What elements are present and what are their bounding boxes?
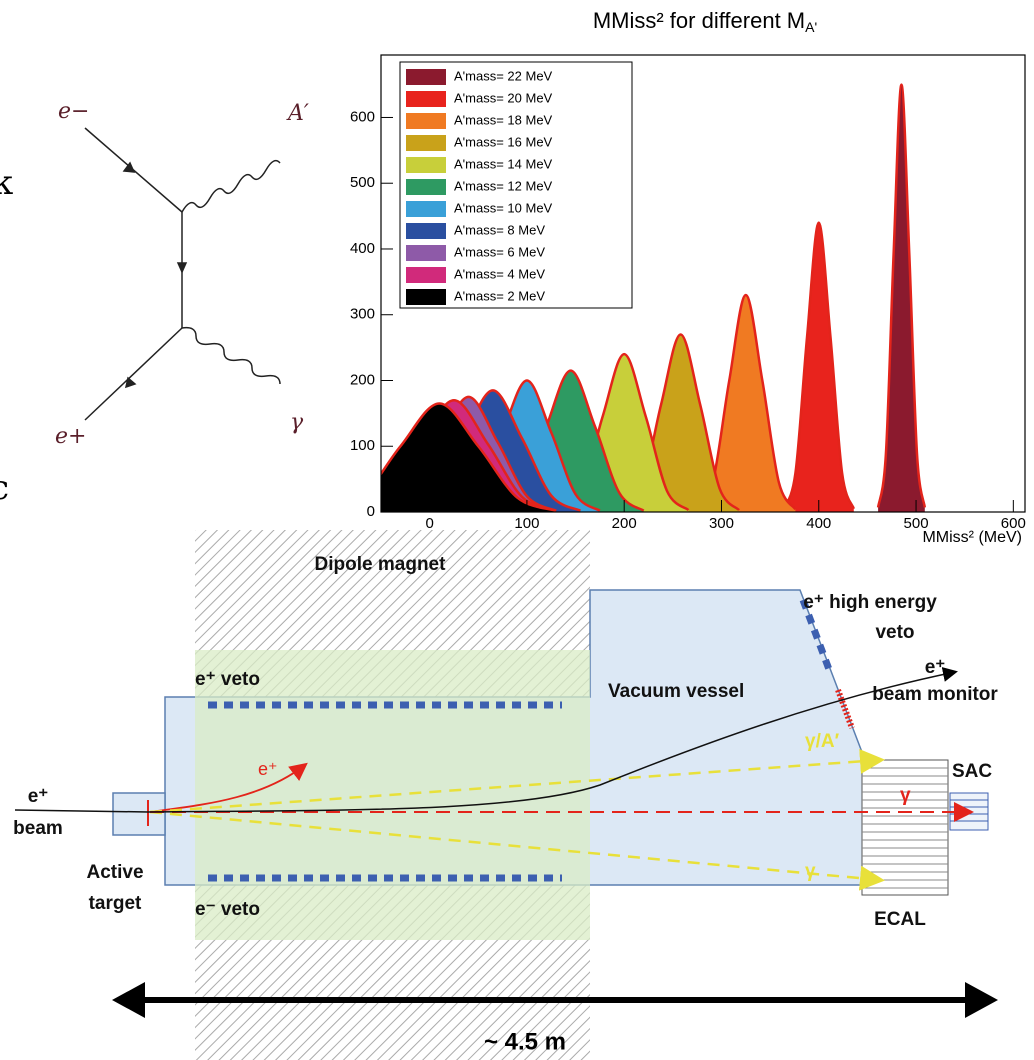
- feynman-label: e−: [58, 99, 89, 124]
- x-tick-label: 400: [806, 515, 831, 532]
- y-tick-label: 0: [367, 503, 375, 520]
- x-tick-label: 100: [514, 515, 539, 532]
- legend-swatch: [406, 91, 446, 107]
- x-tick-label: 300: [709, 515, 734, 532]
- legend-label: A'mass= 2 MeV: [454, 288, 545, 303]
- legend-swatch: [406, 245, 446, 261]
- legend-label: A'mass= 8 MeV: [454, 222, 545, 237]
- fit-curve: [381, 402, 557, 512]
- x-axis-label: MMiss² (MeV): [922, 529, 1022, 546]
- target-neck: [112, 792, 166, 836]
- legend-label: A'mass= 12 MeV: [454, 178, 553, 193]
- fit-curve: [782, 221, 855, 510]
- gamma-track: [149, 810, 885, 891]
- hev-veto: [799, 598, 834, 674]
- y-tick-label: 100: [350, 437, 375, 454]
- label: ECAL: [874, 909, 926, 930]
- label: γ: [900, 785, 911, 806]
- title-subscript: A': [805, 19, 817, 35]
- label: veto: [875, 622, 914, 643]
- label: SAC: [952, 761, 992, 782]
- plot-frame: [380, 54, 1026, 513]
- feynman-label: A′: [286, 101, 309, 126]
- label: beam monitor: [872, 684, 998, 705]
- scale-label: ~ 4.5 m: [484, 1028, 566, 1055]
- label: Vacuum vessel: [608, 681, 744, 702]
- label: beam: [13, 818, 63, 839]
- label: Active: [86, 862, 143, 883]
- beam-monitor: [835, 688, 855, 730]
- chart-title: MMiss² for different MA': [593, 8, 817, 35]
- legend-swatch: [406, 157, 446, 173]
- x-tick-label: 200: [612, 515, 637, 532]
- legend-swatch: [406, 135, 446, 151]
- label: e⁺ veto: [195, 669, 260, 690]
- title-text: MMiss² for different M: [593, 8, 805, 33]
- legend-label: A'mass= 6 MeV: [454, 244, 545, 259]
- label: e⁺: [925, 657, 946, 678]
- detector-diagram: Dipole magnet e⁺ high energy veto e⁺ vet…: [13, 530, 998, 1060]
- label: target: [89, 893, 142, 914]
- legend-label: A'mass= 14 MeV: [454, 156, 553, 171]
- y-tick-label: 500: [350, 174, 375, 191]
- label: e⁺: [28, 786, 49, 807]
- fit-curve: [876, 83, 927, 508]
- fragment: k: [0, 163, 13, 203]
- feynman-label: e+: [55, 424, 86, 449]
- legend-label: A'mass= 20 MeV: [454, 90, 553, 105]
- label: e⁺ high energy: [803, 592, 937, 613]
- area: [696, 295, 796, 512]
- legend-label: A'mass= 16 MeV: [454, 134, 553, 149]
- plot-area: [381, 83, 927, 512]
- x-tick-label: 500: [904, 515, 929, 532]
- legend-label: A'mass= 4 MeV: [454, 266, 545, 281]
- label: γ: [805, 861, 816, 882]
- feynman-diagram: [84, 127, 281, 421]
- fragment: c: [0, 468, 9, 508]
- x-tick-label: 0: [425, 515, 433, 532]
- y-tick-label: 200: [350, 371, 375, 388]
- feynman-label: γ: [290, 410, 304, 435]
- y-tick-label: 600: [350, 108, 375, 125]
- ecal: [861, 759, 949, 896]
- legend-label: A'mass= 22 MeV: [454, 68, 553, 83]
- beam-track: [14, 667, 958, 813]
- positron-track: [149, 762, 308, 813]
- label: e⁻ veto: [195, 899, 260, 920]
- label: Dipole magnet: [315, 554, 447, 575]
- legend-swatch: [406, 267, 446, 283]
- gamma-track: [149, 748, 885, 814]
- area: [878, 84, 925, 512]
- label: γ/A′: [805, 731, 840, 752]
- x-tick-label: 600: [1001, 515, 1026, 532]
- legend-swatch: [406, 201, 446, 217]
- legend-swatch: [406, 69, 446, 85]
- y-tick-label: 300: [350, 306, 375, 323]
- legend-swatch: [406, 179, 446, 195]
- y-tick-label: 400: [350, 240, 375, 257]
- legend-swatch: [406, 289, 446, 305]
- legend-swatch: [406, 113, 446, 129]
- label: e⁺: [258, 759, 278, 779]
- area: [381, 403, 557, 512]
- legend-swatch: [406, 223, 446, 239]
- legend-label: A'mass= 10 MeV: [454, 200, 553, 215]
- histogram-chart: MMiss² for different MA' MMiss² (MeV) 0 1…: [350, 8, 1026, 546]
- legend-label: A'mass= 18 MeV: [454, 112, 553, 127]
- area: [783, 222, 854, 512]
